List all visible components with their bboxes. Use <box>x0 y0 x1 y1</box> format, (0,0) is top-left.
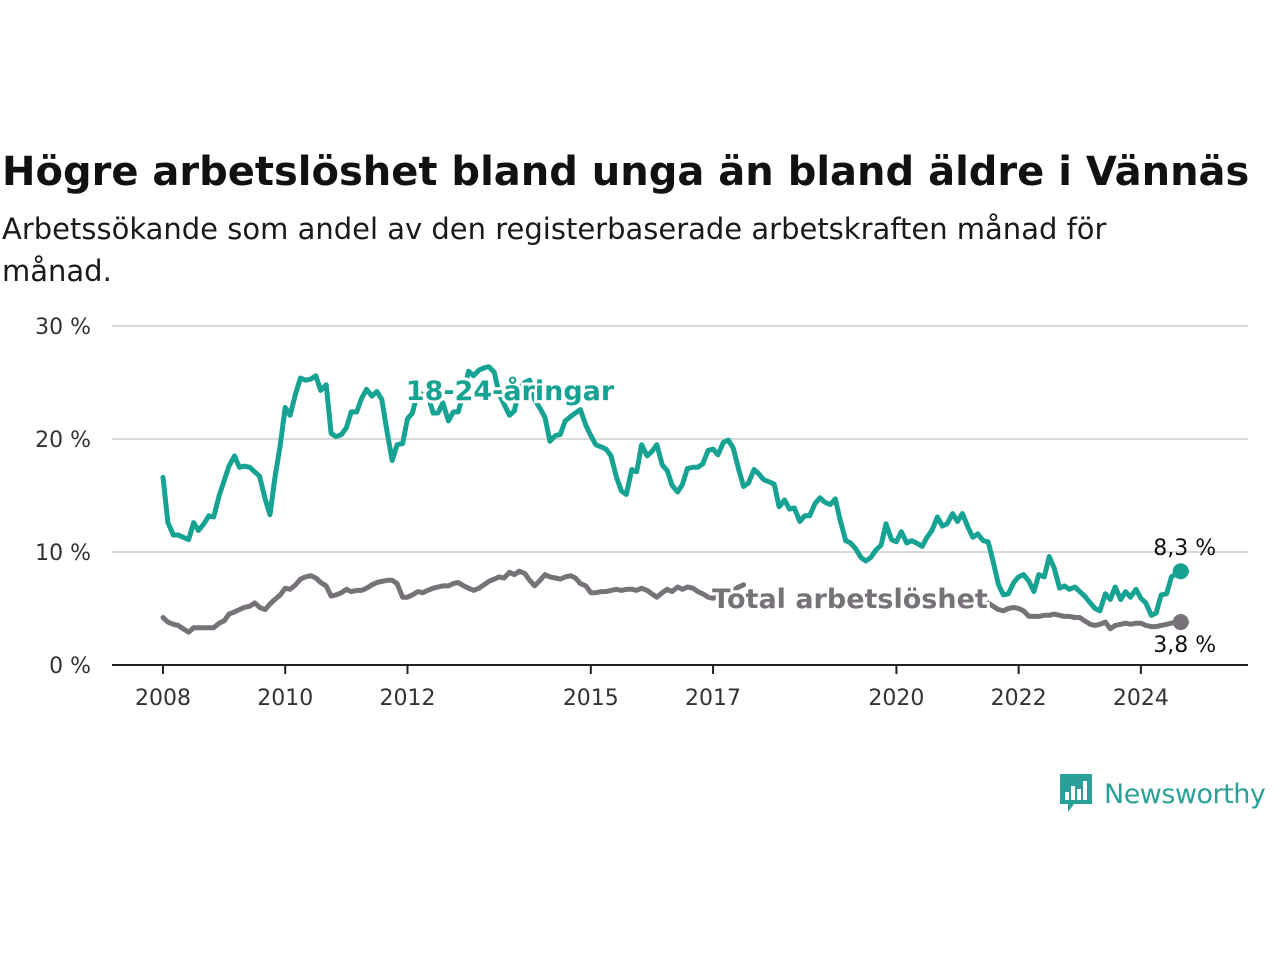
label-layer: 18-24-åringar Total arbetslöshet 8,3 % 3,8 … <box>403 372 1216 658</box>
y-tick-label-0: 0 % <box>49 654 91 679</box>
chart-subtitle: Arbetssökande som andel av den registerb… <box>2 212 1107 288</box>
y-tick-label-30: 30 % <box>35 315 91 340</box>
end-point-young <box>1172 563 1189 580</box>
x-tick-label-2012: 2012 <box>379 686 435 711</box>
brand-logo[interactable]: Newsworthy <box>1058 772 1266 816</box>
series-label-young: 18-24-åringar <box>406 375 615 407</box>
x-tick-label-2024: 2024 <box>1113 686 1169 711</box>
grid-layer <box>112 325 1248 666</box>
x-tick-label-2008: 2008 <box>135 686 191 711</box>
series-layer <box>160 364 1190 635</box>
series-line-total-1 <box>985 600 1190 632</box>
end-point-total <box>1172 614 1189 631</box>
line-chart: 0 % 10 % 20 % 30 % 2008 2010 2012 2015 2017 2020… <box>35 315 1248 711</box>
x-tick-label-2020: 2020 <box>868 686 924 711</box>
y-axis-ticks: 0 % 10 % 20 % 30 % <box>35 315 91 679</box>
series-line-total-0 <box>160 568 747 635</box>
series-label-total: Total arbetslöshet <box>712 584 988 615</box>
x-tick-label-2022: 2022 <box>991 686 1047 711</box>
end-label-total: 3,8 % <box>1153 633 1216 658</box>
brand-name: Newsworthy <box>1104 778 1266 810</box>
y-tick-label-20: 20 % <box>35 428 91 453</box>
newsworthy-logo-icon <box>1060 774 1092 812</box>
series-line-young-0 <box>160 364 1190 618</box>
x-tick-label-2017: 2017 <box>685 686 741 711</box>
y-tick-label-10: 10 % <box>35 541 91 566</box>
x-axis-ticks: 2008 2010 2012 2015 2017 2020 2022 2024 <box>135 665 1169 711</box>
chart-title: Högre arbetslöshet bland unga än bland ä… <box>2 149 1250 195</box>
x-tick-label-2015: 2015 <box>563 686 619 711</box>
x-tick-label-2010: 2010 <box>257 686 313 711</box>
end-label-young: 8,3 % <box>1153 536 1216 561</box>
